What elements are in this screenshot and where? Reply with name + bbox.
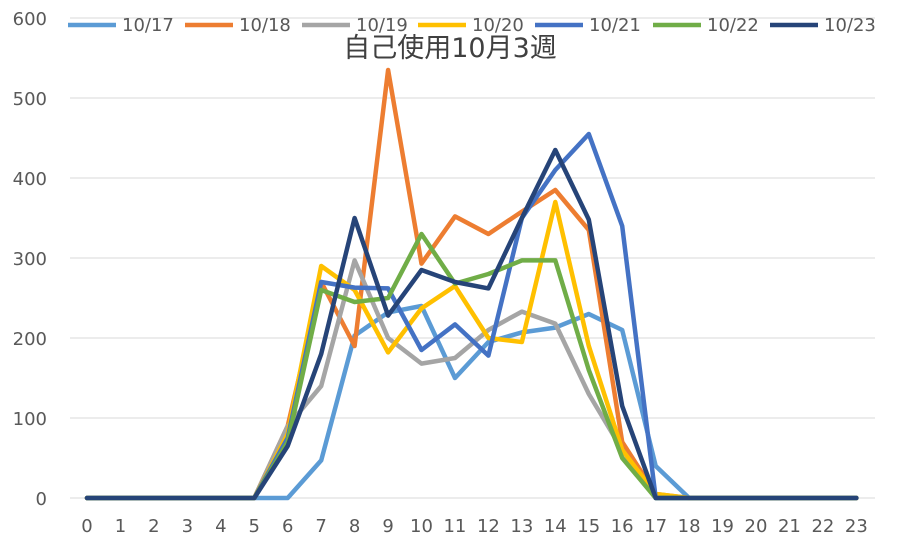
y-axis: 0 100 200 300 400 500 600	[13, 9, 47, 510]
series-line-10-23	[84, 147, 859, 501]
y-tick-label: 100	[13, 409, 47, 430]
legend-label: 10/17	[122, 15, 174, 36]
x-tick-label: 11	[443, 516, 466, 537]
x-tick-label: 9	[382, 516, 393, 537]
x-tick-label: 22	[811, 516, 834, 537]
legend-label: 10/22	[707, 15, 759, 36]
legend-label: 10/23	[824, 15, 876, 36]
x-tick-label: 15	[577, 516, 600, 537]
y-tick-label: 0	[36, 489, 47, 510]
x-tick-label: 2	[148, 516, 159, 537]
legend-item: 10/20	[418, 15, 524, 36]
x-tick-label: 23	[845, 516, 868, 537]
x-tick-label: 21	[778, 516, 801, 537]
x-tick-label: 13	[510, 516, 533, 537]
legend-label: 10/21	[589, 15, 641, 36]
series-line-10-19	[84, 258, 859, 501]
y-tick-label: 400	[13, 169, 47, 190]
x-tick-label: 17	[644, 516, 667, 537]
gridlines	[70, 17, 875, 499]
x-tick-label: 18	[678, 516, 701, 537]
legend-item: 10/23	[770, 15, 876, 36]
plot-area	[84, 67, 859, 501]
x-tick-label: 7	[315, 516, 326, 537]
x-tick-label: 12	[477, 516, 500, 537]
legend-item: 10/17	[68, 15, 174, 36]
x-tick-label: 10	[410, 516, 433, 537]
series-line-10-22	[84, 231, 859, 501]
y-tick-label: 200	[13, 329, 47, 350]
legend-label: 10/18	[239, 15, 291, 36]
x-tick-label: 8	[349, 516, 360, 537]
x-tick-label: 4	[215, 516, 226, 537]
series-line-10-17	[84, 303, 859, 501]
x-tick-label: 0	[81, 516, 92, 537]
legend: 10/17 10/18 10/19 10/20 10/21 10/22 10/23	[68, 15, 876, 36]
chart-title: 自己使用10月3週	[343, 33, 557, 64]
x-tick-label: 1	[115, 516, 126, 537]
legend-item: 10/22	[653, 15, 759, 36]
legend-item: 10/19	[302, 15, 408, 36]
legend-label: 10/20	[472, 15, 524, 36]
x-tick-label: 16	[611, 516, 634, 537]
legend-item: 10/21	[535, 15, 641, 36]
x-tick-label: 19	[711, 516, 734, 537]
legend-label: 10/19	[356, 15, 408, 36]
x-tick-label: 6	[282, 516, 293, 537]
x-tick-label: 20	[745, 516, 768, 537]
x-tick-label: 14	[544, 516, 567, 537]
y-tick-label: 600	[13, 9, 47, 30]
y-tick-label: 500	[13, 89, 47, 110]
x-tick-label: 5	[249, 516, 260, 537]
series-line-10-20	[84, 199, 859, 501]
x-tick-label: 3	[182, 516, 193, 537]
x-axis: 0 1 2 3 4 5 6 7 8 9 10 11 12 13 14 15 16 17 18 19 20 21 22 23	[81, 516, 868, 537]
y-tick-label: 300	[13, 249, 47, 270]
legend-item: 10/18	[185, 15, 291, 36]
